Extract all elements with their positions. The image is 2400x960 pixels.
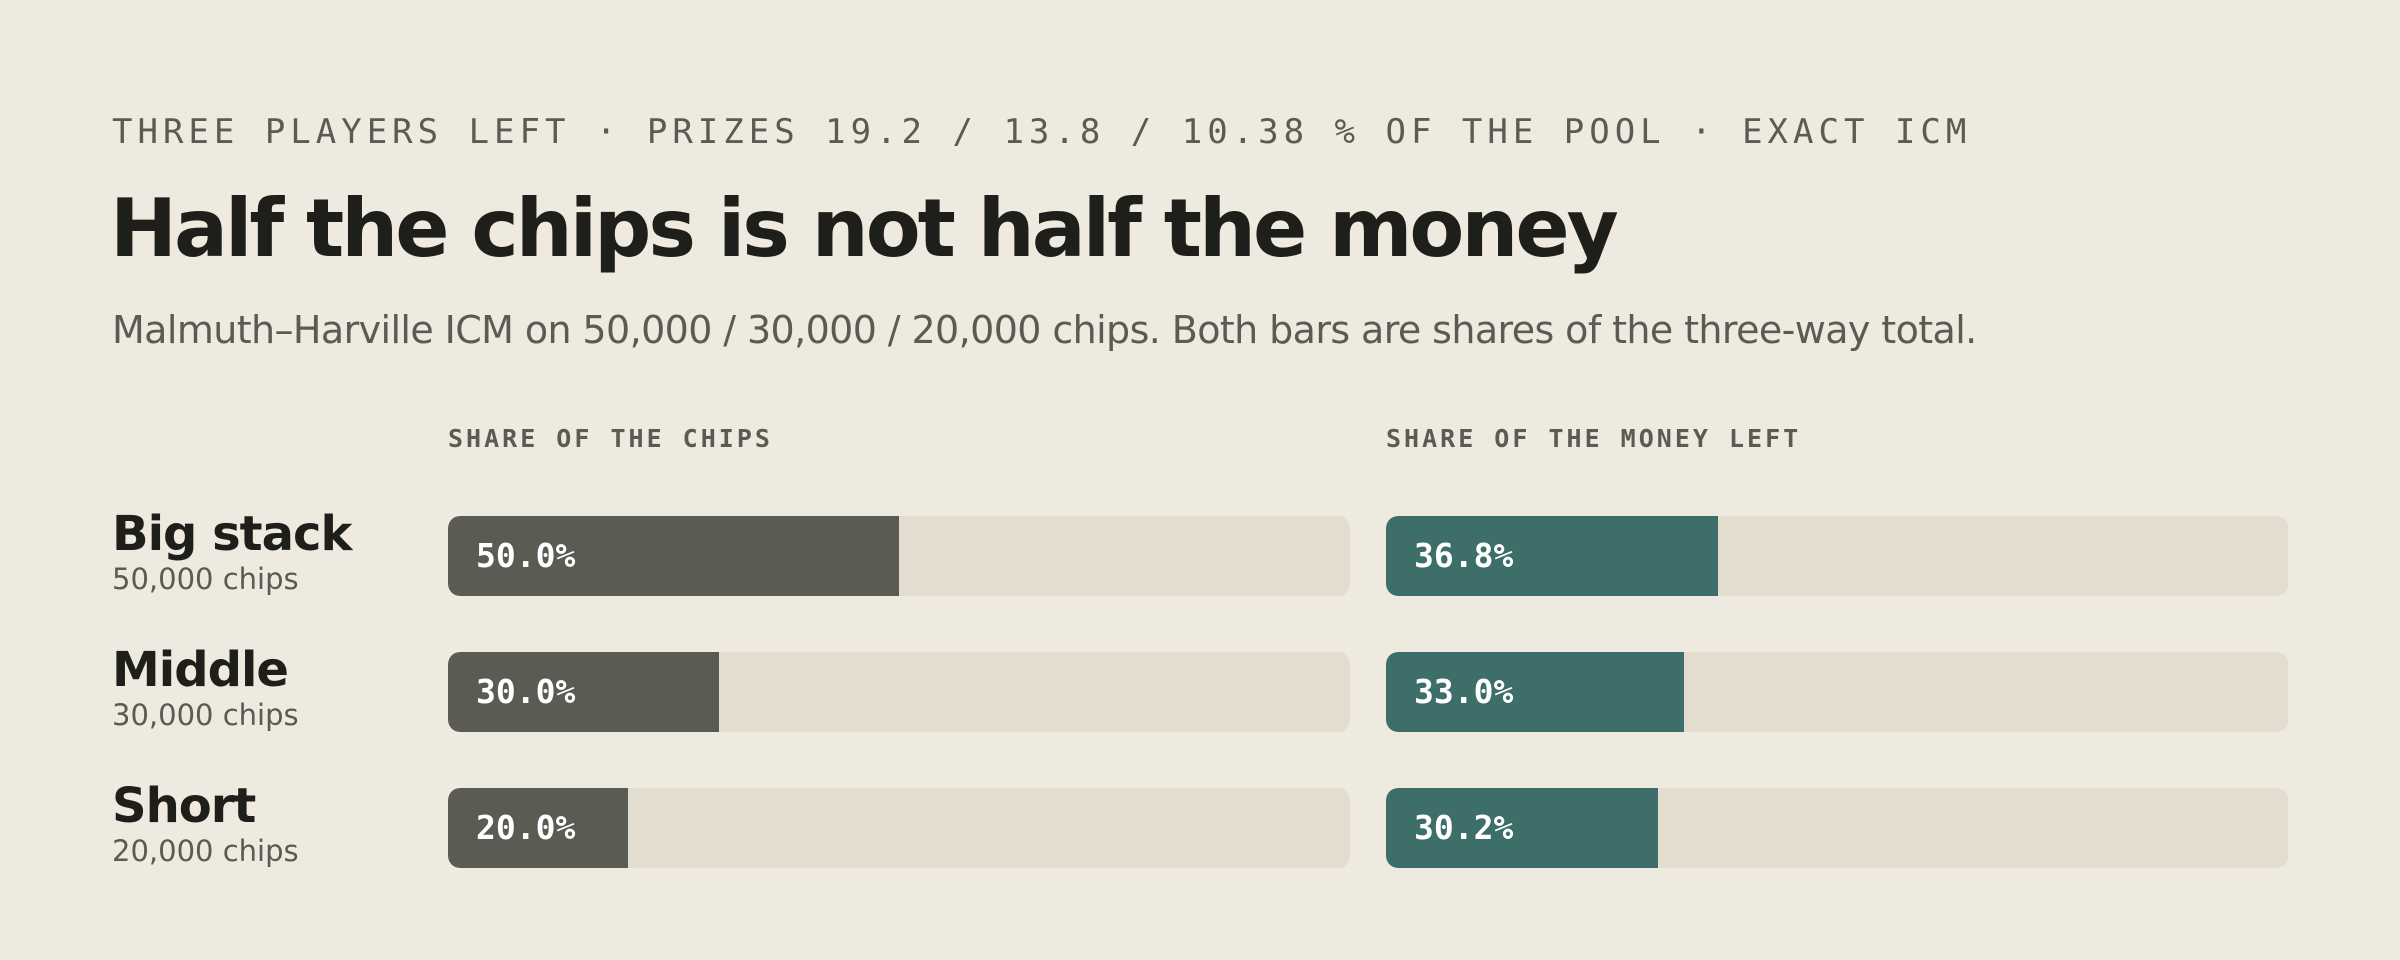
row-label-middle: Middle 30,000 chips xyxy=(112,642,299,732)
chart-kicker: THREE PLAYERS LEFT · PRIZES 19.2 / 13.8 … xyxy=(112,112,1972,152)
bar-value-label: 30.2% xyxy=(1414,808,1514,847)
bar-money-short xyxy=(1386,788,1659,868)
bar-track-chips: 30.0% xyxy=(448,652,1350,732)
bar-track-chips: 20.0% xyxy=(448,788,1350,868)
row-chip-count: 20,000 chips xyxy=(112,834,299,868)
row-name: Middle xyxy=(112,642,289,698)
row-label-short: Short 20,000 chips xyxy=(112,778,299,868)
bar-money-middle xyxy=(1386,652,1684,732)
row-label-big-stack: Big stack 50,000 chips xyxy=(112,506,352,596)
row-name: Short xyxy=(112,778,256,834)
bar-value-label: 33.0% xyxy=(1414,672,1514,711)
bar-track-chips: 50.0% xyxy=(448,516,1350,596)
bar-value-label: 36.8% xyxy=(1414,536,1514,575)
row-chip-count: 50,000 chips xyxy=(112,562,299,596)
bar-track-money: 30.2% xyxy=(1386,788,2288,868)
bar-value-label: 20.0% xyxy=(476,808,576,847)
row-name: Big stack xyxy=(112,506,352,562)
bar-money-big-stack xyxy=(1386,516,1718,596)
bar-value-label: 30.0% xyxy=(476,672,576,711)
bar-track-money: 36.8% xyxy=(1386,516,2288,596)
chart-title: Half the chips is not half the money xyxy=(110,182,1619,275)
bar-chips-short xyxy=(448,788,629,868)
chart-subtitle: Malmuth–Harville ICM on 50,000 / 30,000 … xyxy=(112,308,1977,352)
bar-value-label: 50.0% xyxy=(476,536,576,575)
panel-title-money: SHARE OF THE MONEY LEFT xyxy=(1386,424,1802,453)
bar-track-money: 33.0% xyxy=(1386,652,2288,732)
row-chip-count: 30,000 chips xyxy=(112,698,299,732)
bar-chips-middle xyxy=(448,652,719,732)
panel-title-chips: SHARE OF THE CHIPS xyxy=(448,424,773,453)
bar-chips-big-stack xyxy=(448,516,899,596)
